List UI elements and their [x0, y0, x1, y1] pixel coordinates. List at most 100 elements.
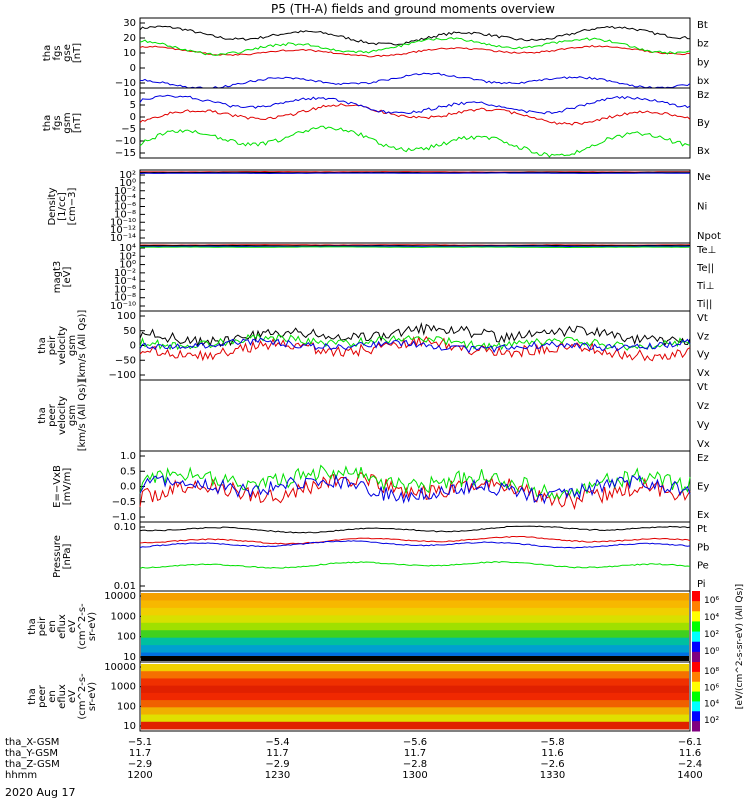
legend-blue: Vx	[697, 368, 710, 379]
y-label-line: gsm	[62, 112, 73, 133]
y-label-line: fgs	[52, 115, 63, 130]
y-tick-label: 10⁻¹⁰	[110, 301, 136, 312]
panel-peer-velocity: tha peer velocity gsm [km/s (All Qs)] Vt Vz Vy V…	[37, 379, 710, 452]
legend-green: Pe	[697, 561, 709, 572]
y-tick-label: 10	[123, 652, 136, 663]
y-label-line: Pressure	[52, 535, 63, 578]
panel-frame	[139, 169, 691, 244]
y-tick-label: 30	[123, 18, 136, 29]
y-tick-label: −0.5	[112, 497, 136, 508]
y-tick-label: 10⁰	[119, 178, 136, 189]
series-blue-line	[139, 337, 691, 354]
colorbar-segment	[692, 591, 700, 602]
panel-frame	[139, 242, 691, 312]
y-tick-label: 10²	[119, 170, 136, 181]
series-blue-line	[139, 474, 691, 505]
panel-peer-en-eflux: tha peer en eflux eV (cm^2-s-sr-eV) 10000 1000 1…	[27, 661, 691, 732]
y-tick-label: 10²	[119, 251, 136, 262]
x-tick-label: 11.7	[404, 748, 426, 759]
y-tick-label: −100	[109, 370, 136, 381]
panel-frame	[139, 521, 691, 592]
legend-black: Vt	[697, 313, 708, 324]
heatmap-band	[141, 692, 689, 701]
y-tick-label: 0.01	[114, 581, 136, 592]
y-tick-label: 10⁻¹⁰	[110, 217, 136, 228]
series-red-line	[140, 170, 691, 173]
y-label-line: tha	[27, 688, 38, 704]
y-tick-label: 0	[130, 112, 136, 123]
x-tick-label: 1230	[265, 770, 290, 781]
heatmap-band	[141, 637, 689, 646]
y-label-line: eV	[67, 690, 78, 703]
colorbar-segment	[692, 691, 700, 702]
legend-red: Ne	[697, 172, 711, 183]
y-tick-label: 10⁻¹²	[110, 225, 136, 236]
legend-red: Te⊥	[696, 245, 716, 256]
x-row-label: tha_X-GSM	[5, 737, 59, 748]
y-label-line: [cm−3]	[67, 188, 78, 226]
y-label-line: tha	[42, 115, 53, 131]
y-tick-label: 10⁻¹⁴	[110, 233, 136, 244]
y-tick-label: 0.0	[120, 482, 136, 493]
y-label-line: velocity	[57, 396, 68, 435]
colorbar: 10⁶ 10⁴ 10² 10⁰ [eV/(cm^2-s-sr-eV) (All Qs)]	[692, 584, 745, 709]
y-tick-label: −15	[115, 148, 136, 159]
heatmap-edge	[141, 656, 689, 661]
colorbar-tick: 10⁰	[704, 647, 719, 657]
x-row-label: tha_Z-GSM	[5, 759, 60, 770]
x-tick-label: −2.6	[540, 759, 564, 770]
x-tick-label: 11.7	[129, 748, 151, 759]
y-tick-label: −10	[115, 78, 136, 89]
panel-frame	[139, 450, 691, 523]
y-tick-label: 10000	[104, 662, 136, 673]
y-axis-label: tha peer en eflux eV (cm^2-s-sr-eV)	[27, 673, 98, 720]
x-tick-label: −2.9	[128, 759, 152, 770]
y-tick-label: 20	[123, 33, 136, 44]
y-label-line: peir	[37, 616, 48, 636]
y-tick-label: 10⁻²	[114, 268, 136, 279]
y-tick-label: 10⁻²	[114, 186, 136, 197]
y-tick-label: −50	[115, 355, 136, 366]
y-label-line: gsm	[67, 405, 78, 426]
x-tick-label: 1200	[127, 770, 152, 781]
y-tick-label: 100	[117, 311, 136, 322]
series-blue-line	[139, 540, 691, 549]
y-label-line: [nPa]	[62, 543, 73, 569]
y-axis-label: magt3 [eV]	[52, 261, 73, 294]
y-tick-label: −1.0	[112, 512, 136, 523]
y-label-line: [1/cc]	[57, 192, 68, 221]
y-label-line: velocity	[57, 326, 68, 365]
y-axis-label: tha peir velocity gsm [km/s (All Qs)]	[37, 310, 88, 382]
colorbar-tick: 10⁴	[704, 613, 719, 623]
legend-red: Bz	[697, 90, 709, 101]
y-tick-label: 10⁻⁴	[114, 276, 136, 287]
x-tick-label: −6.1	[678, 737, 702, 748]
colorbar-segment	[692, 671, 700, 683]
chart-title: P5 (TH-A) fields and ground moments over…	[271, 2, 555, 16]
panel-density: Density [1/cc] [cm−3]10²10⁰10⁻²10⁻⁴10⁻⁶10⁻…	[47, 169, 721, 244]
date-label: 2020 Aug 17	[5, 786, 75, 799]
colorbar-segment	[692, 601, 700, 612]
y-tick-label: 50	[123, 326, 136, 337]
series-red-line	[139, 244, 691, 246]
series-blue-line	[139, 72, 691, 89]
y-tick-label: 0.5	[120, 466, 136, 477]
x-tick-label: 1400	[677, 770, 702, 781]
legend-red: Vz	[697, 331, 709, 342]
heatmap-band	[141, 664, 689, 672]
x-tick-label: −2.8	[403, 759, 427, 770]
x-tick-label: −5.4	[265, 737, 289, 748]
y-label-line: tha	[42, 45, 53, 61]
heatmap-band	[141, 600, 689, 609]
y-label-line: gse	[62, 44, 73, 62]
series-black-line	[139, 25, 691, 46]
x-tick-label: −2.9	[265, 759, 289, 770]
y-axis-label: E=−VxB [mV/m]	[52, 465, 73, 508]
heatmap-band	[141, 700, 689, 708]
panel-peir-velocity: tha peir velocity gsm [km/s (All Qs)] 100 50 0 −…	[37, 310, 710, 382]
colorbar-segment	[692, 711, 700, 722]
colorbar-segment	[692, 651, 700, 663]
series-red-line	[139, 536, 691, 545]
x-tick-label: 1300	[402, 770, 427, 781]
